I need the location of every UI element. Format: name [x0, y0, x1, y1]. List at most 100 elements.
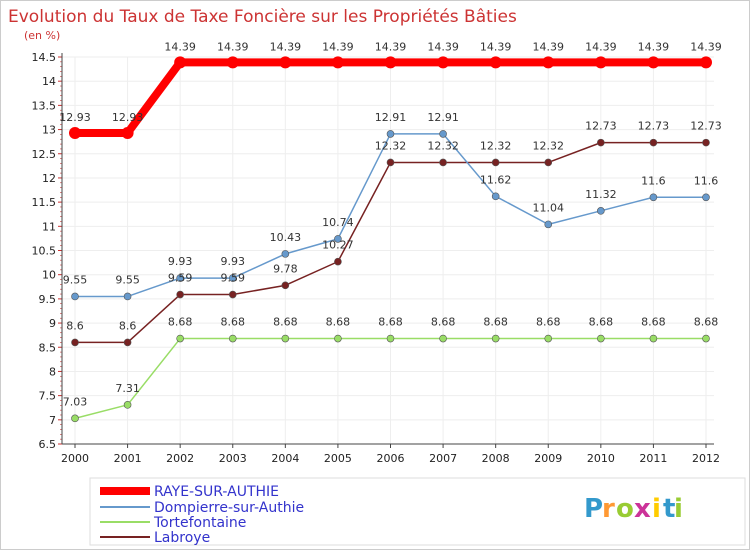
series-point-1: [334, 235, 342, 243]
data-label: 8.68: [378, 316, 403, 329]
data-label: 9.78: [273, 262, 298, 275]
data-label: 14.39: [375, 40, 407, 53]
data-label: 9.59: [221, 272, 246, 285]
data-label: 11.32: [585, 188, 617, 201]
logo-letter: r: [602, 494, 615, 524]
legend-label: Dompierre-sur-Authie: [154, 500, 304, 516]
series-point-0: [647, 56, 660, 69]
y-tick-label: 10: [42, 269, 56, 282]
logo-letter: i: [652, 494, 661, 524]
data-label: 8.6: [119, 319, 137, 332]
y-axis-unit-label: (en %): [24, 29, 60, 42]
y-tick-label: 8.5: [39, 341, 57, 354]
data-label: 8.68: [536, 316, 561, 329]
logo-letter: t: [663, 494, 675, 524]
data-label: 12.91: [427, 111, 459, 124]
data-label: 8.68: [694, 316, 719, 329]
series-point-1: [71, 292, 79, 301]
data-label: 8.6: [66, 319, 84, 332]
series-point-2: [334, 334, 342, 343]
data-label: 14.39: [638, 40, 670, 53]
series-point-3: [597, 138, 605, 147]
series-point-0: [542, 56, 555, 69]
proxiti-logo: Pr o x i ti: [584, 494, 683, 524]
y-tick-label: 9.5: [39, 293, 57, 306]
series-point-3: [334, 257, 342, 266]
data-label: 8.68: [273, 316, 298, 329]
data-label: 12.32: [533, 139, 565, 152]
series-point-2: [439, 334, 447, 343]
data-label: 9.59: [168, 272, 193, 285]
y-tick-label: 14.5: [32, 51, 57, 64]
axes: 6.577.588.599.51010.51111.51212.51313.51…: [32, 51, 721, 465]
y-tick-label: 14: [42, 75, 56, 88]
data-labels-layer: 12.93 12.93 14.39 14.39 14.39 14.39 14.39 14.39…: [59, 40, 722, 408]
series-point-3: [702, 138, 710, 147]
series-point-2: [386, 334, 395, 343]
legend-label: RAYE-SUR-AUTHIE: [154, 484, 279, 500]
series-point-0: [121, 126, 134, 139]
series-point-2: [597, 334, 605, 343]
x-tick-label: 2011: [639, 452, 667, 465]
x-tick-label: 2001: [114, 452, 142, 465]
data-label: 8.68: [431, 316, 456, 329]
series-point-3: [176, 290, 184, 299]
chart-title: Evolution du Taux de Taxe Foncière sur l…: [8, 7, 517, 27]
data-label: 10.74: [322, 216, 354, 229]
logo-letter: o: [616, 494, 634, 524]
data-label: 12.93: [112, 111, 144, 124]
y-tick-label: 11: [42, 220, 56, 233]
data-label: 8.68: [589, 316, 614, 329]
data-label: 14.39: [585, 40, 617, 53]
data-label: 9.93: [168, 255, 193, 268]
data-label: 9.93: [221, 255, 246, 268]
x-tick-label: 2007: [429, 452, 457, 465]
y-tick-label: 11.5: [32, 196, 57, 209]
data-label: 12.93: [59, 111, 91, 124]
data-label: 11.04: [533, 201, 565, 214]
series-point-0: [489, 56, 502, 69]
y-tick-label: 13.5: [32, 99, 57, 112]
legend-label: Tortefontaine: [153, 515, 246, 531]
data-label: 14.39: [533, 40, 565, 53]
series-point-1: [491, 192, 500, 201]
series-point-2: [71, 414, 79, 423]
data-label: 8.68: [168, 316, 193, 329]
x-tick-label: 2003: [219, 452, 247, 465]
data-label: 9.55: [115, 273, 140, 286]
data-label: 12.73: [585, 120, 617, 133]
logo-letter: x: [634, 494, 651, 524]
x-tick-label: 2002: [166, 452, 194, 465]
series-point-0: [69, 126, 81, 139]
data-label: 14.39: [690, 40, 722, 53]
series-point-3: [491, 158, 500, 167]
y-tick-label: 6.5: [39, 438, 57, 451]
y-tick-label: 9: [49, 317, 56, 330]
series-point-1: [228, 274, 237, 282]
series-point-1: [702, 193, 710, 202]
data-label: 10.43: [270, 231, 302, 244]
x-tick-label: 2010: [587, 452, 615, 465]
data-label: 12.73: [638, 120, 670, 133]
series-point-2: [649, 334, 658, 343]
series-point-2: [176, 334, 184, 343]
data-label: 12.73: [690, 120, 722, 133]
series-point-2: [123, 401, 132, 409]
data-label: 14.39: [480, 40, 512, 53]
y-tick-label: 13: [42, 124, 56, 137]
data-label: 8.68: [483, 316, 508, 329]
data-label: 14.39: [270, 40, 302, 53]
data-label: 8.68: [221, 316, 246, 329]
legend-label: Labroye: [154, 530, 210, 546]
series-point-3: [71, 338, 79, 347]
series-point-0: [174, 56, 187, 69]
data-label: 7.31: [115, 382, 140, 395]
series-point-1: [281, 250, 290, 258]
series-point-0: [594, 56, 607, 69]
x-tick-label: 2004: [271, 452, 299, 465]
series-point-3: [649, 138, 658, 147]
data-label: 12.32: [375, 139, 407, 152]
data-label: 14.39: [217, 40, 249, 53]
series-point-3: [386, 158, 395, 167]
y-tick-label: 12: [42, 172, 56, 185]
